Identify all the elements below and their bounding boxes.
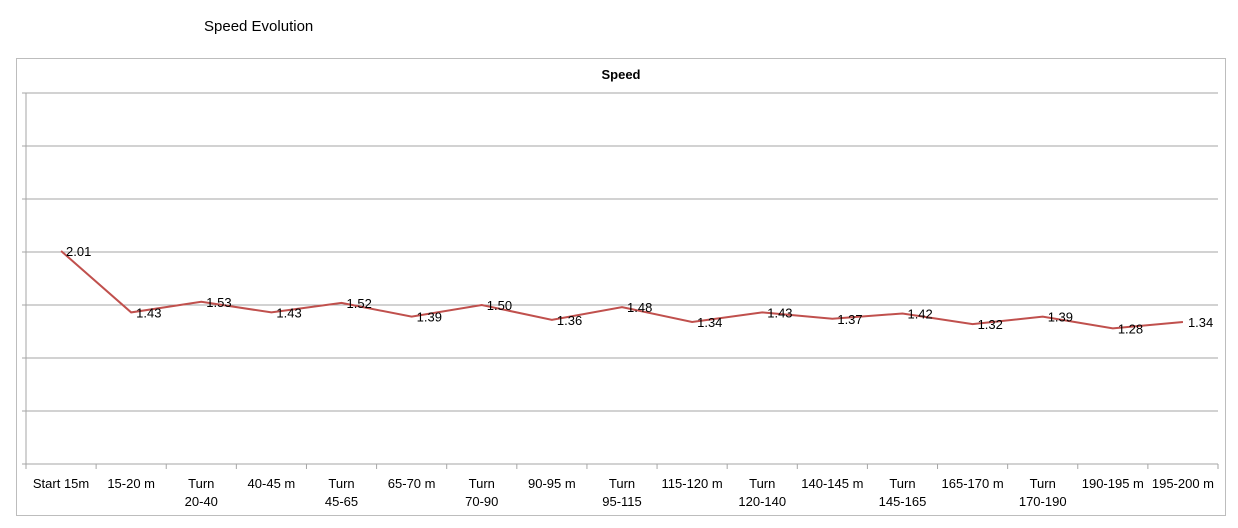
x-tick-label: 90-95 m	[528, 476, 576, 491]
x-tick-label: Turn 20-40	[185, 476, 218, 509]
x-tick-label: Start 15m	[33, 476, 89, 491]
x-tick-label: 15-20 m	[107, 476, 155, 491]
x-tick-label: Turn 120-140	[738, 476, 786, 509]
series-line	[60, 250, 1184, 330]
chart-frame	[16, 58, 1226, 516]
x-tick-labels: Start 15m 15-20 m Turn 20-40 40-45 m Turn 45-6…	[33, 476, 1214, 509]
axes	[22, 92, 1219, 469]
data-label: 1.48	[627, 300, 652, 315]
x-tick-label: Turn 95-115	[602, 476, 642, 509]
data-label: 1.53	[206, 295, 231, 310]
x-tick-label: 115-120 m	[662, 476, 723, 491]
data-label: 1.42	[907, 306, 932, 321]
data-label: 1.32	[978, 317, 1003, 332]
data-labels: 2.01 1.43 1.53 1.43 1.52 1.39 1.50 1.36 1.48 1.34…	[66, 244, 1213, 336]
x-tick-label: 190-195 m	[1082, 476, 1144, 491]
data-label: 1.43	[276, 305, 301, 320]
gridlines	[26, 92, 1218, 412]
data-label: 1.43	[136, 305, 161, 320]
data-label: 1.43	[767, 305, 792, 320]
x-tick-label: 65-70 m	[388, 476, 436, 491]
data-label: 1.36	[557, 313, 582, 328]
data-label: 1.34	[697, 315, 722, 330]
x-tick-label: Turn 145-165	[879, 476, 927, 509]
data-label: 2.01	[66, 244, 91, 259]
chart-title: Speed	[601, 67, 640, 82]
series-layer	[60, 250, 1184, 330]
data-label: 1.34	[1188, 315, 1213, 330]
data-label: 1.52	[347, 296, 372, 311]
x-tick-label: Turn 170-190	[1019, 476, 1067, 509]
x-tick-label: 165-170 m	[942, 476, 1004, 491]
x-tick-label: 195-200 m	[1152, 476, 1214, 491]
data-label: 1.50	[487, 298, 512, 313]
data-label: 1.28	[1118, 321, 1143, 336]
page-title: Speed Evolution	[204, 18, 314, 35]
data-label: 1.39	[417, 310, 442, 325]
x-tick-label: 140-145 m	[801, 476, 863, 491]
x-tick-label: 40-45 m	[248, 476, 296, 491]
x-tick-label: Turn 70-90	[465, 476, 498, 509]
x-tick-label: Turn 45-65	[325, 476, 358, 509]
data-label: 1.39	[1048, 310, 1073, 325]
data-label: 1.37	[837, 312, 862, 327]
